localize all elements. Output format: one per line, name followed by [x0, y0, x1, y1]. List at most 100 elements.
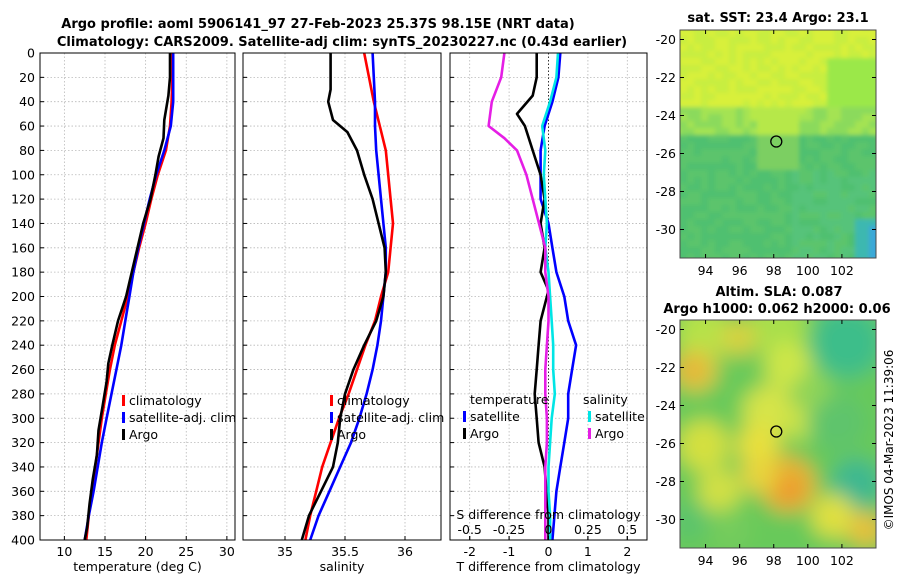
sst-cell [820, 86, 828, 94]
sst-cell [862, 58, 870, 66]
sla-blob [810, 494, 855, 539]
sst-cell [785, 86, 793, 94]
sst-cell [771, 226, 779, 234]
sst_map-argo-marker [770, 135, 783, 148]
sst-cell [792, 170, 800, 178]
sst-cell [680, 177, 688, 185]
sst-cell [701, 212, 709, 220]
sla-blob [720, 320, 757, 357]
salinity-xtick-label: 36 [397, 544, 413, 559]
sst-cell [764, 107, 772, 115]
sst-cell [715, 100, 723, 108]
sst-cell [813, 135, 821, 143]
sst-cell [778, 205, 786, 213]
sst-cell [806, 177, 814, 185]
sst-cell [750, 100, 758, 108]
sst-cell [876, 100, 884, 108]
sst-cell [841, 65, 849, 73]
sst-cell [869, 100, 876, 108]
sst-cell [687, 240, 695, 248]
sst-cell [708, 177, 716, 185]
depth-tick-label: 100 [11, 167, 35, 182]
sst-cell [736, 170, 744, 178]
sst-cell [855, 135, 863, 143]
sst-cell [750, 219, 758, 227]
sst-cell [827, 247, 835, 255]
sst-cell [743, 205, 751, 213]
sst-cell [834, 65, 842, 73]
sst-cell [869, 142, 876, 150]
sst-cell [680, 86, 688, 94]
sst-cell [736, 93, 744, 101]
sst-cell [750, 254, 758, 258]
sst-cell [778, 198, 786, 206]
sst-cell [785, 198, 793, 206]
legend-sal-argo-label: Argo [595, 426, 624, 441]
sst-cell [729, 114, 737, 122]
sst-cell [715, 121, 723, 129]
sst-cell [729, 212, 737, 220]
sst-cell [757, 30, 765, 38]
sst-cell [757, 240, 765, 248]
sst-cell [708, 163, 716, 171]
sst-cell [771, 37, 779, 45]
sst-cell [729, 170, 737, 178]
sst-cell [694, 198, 702, 206]
sst-cell [820, 254, 828, 258]
sst-cell [806, 219, 814, 227]
sst-cell [820, 128, 828, 136]
sst-cell [869, 30, 876, 31]
sst-cell [841, 198, 849, 206]
sst-cell [757, 93, 765, 101]
sst-cell [876, 177, 884, 185]
sst-cell [848, 58, 856, 66]
sst-cell [806, 86, 814, 94]
sst-cell [820, 219, 828, 227]
sst-cell [687, 226, 695, 234]
sst-cell [848, 93, 856, 101]
sst-cell [806, 198, 814, 206]
sst-cell [743, 226, 751, 234]
sst-cell [869, 254, 876, 258]
sst-cell [694, 128, 702, 136]
sst-cell [715, 212, 723, 220]
salinity-xtick-label: 35.5 [331, 544, 359, 559]
sst-cell [722, 149, 730, 157]
sst-cell [876, 163, 884, 171]
sst-cell [827, 219, 835, 227]
sst-cell [722, 233, 730, 241]
sst-cell [848, 247, 856, 255]
sst-cell [862, 86, 870, 94]
sst-cell [680, 191, 688, 199]
sst-cell [841, 30, 849, 38]
sst-cell [876, 135, 884, 143]
sst-cell [855, 44, 863, 52]
sst-cell [764, 79, 772, 87]
sst-cell [778, 37, 786, 45]
sst-cell [813, 121, 821, 129]
sst-cell [680, 170, 681, 178]
sst-cell [680, 58, 688, 66]
temperature-frame [39, 52, 236, 541]
sst-cell [736, 219, 744, 227]
sst-cell [743, 177, 751, 185]
sst-cell [729, 149, 737, 157]
difference-xtick-label: 1 [584, 544, 592, 559]
sst-cell [701, 86, 709, 94]
sst-cell [743, 65, 751, 73]
sst-cell [687, 128, 695, 136]
sst-cell [862, 135, 870, 143]
sst-cell [729, 93, 737, 101]
sst-cell [701, 128, 709, 136]
sst-cell [834, 177, 842, 185]
sst-cell [757, 44, 765, 52]
sst-cell [729, 184, 737, 192]
sst-cell [750, 86, 758, 94]
sla-blob [680, 500, 710, 541]
sst-cell [694, 170, 702, 178]
sst-cell [855, 37, 863, 45]
sst-cell [813, 128, 821, 136]
sst-cell [827, 149, 835, 157]
sst-cell [757, 198, 765, 206]
sst-cell [687, 135, 695, 143]
